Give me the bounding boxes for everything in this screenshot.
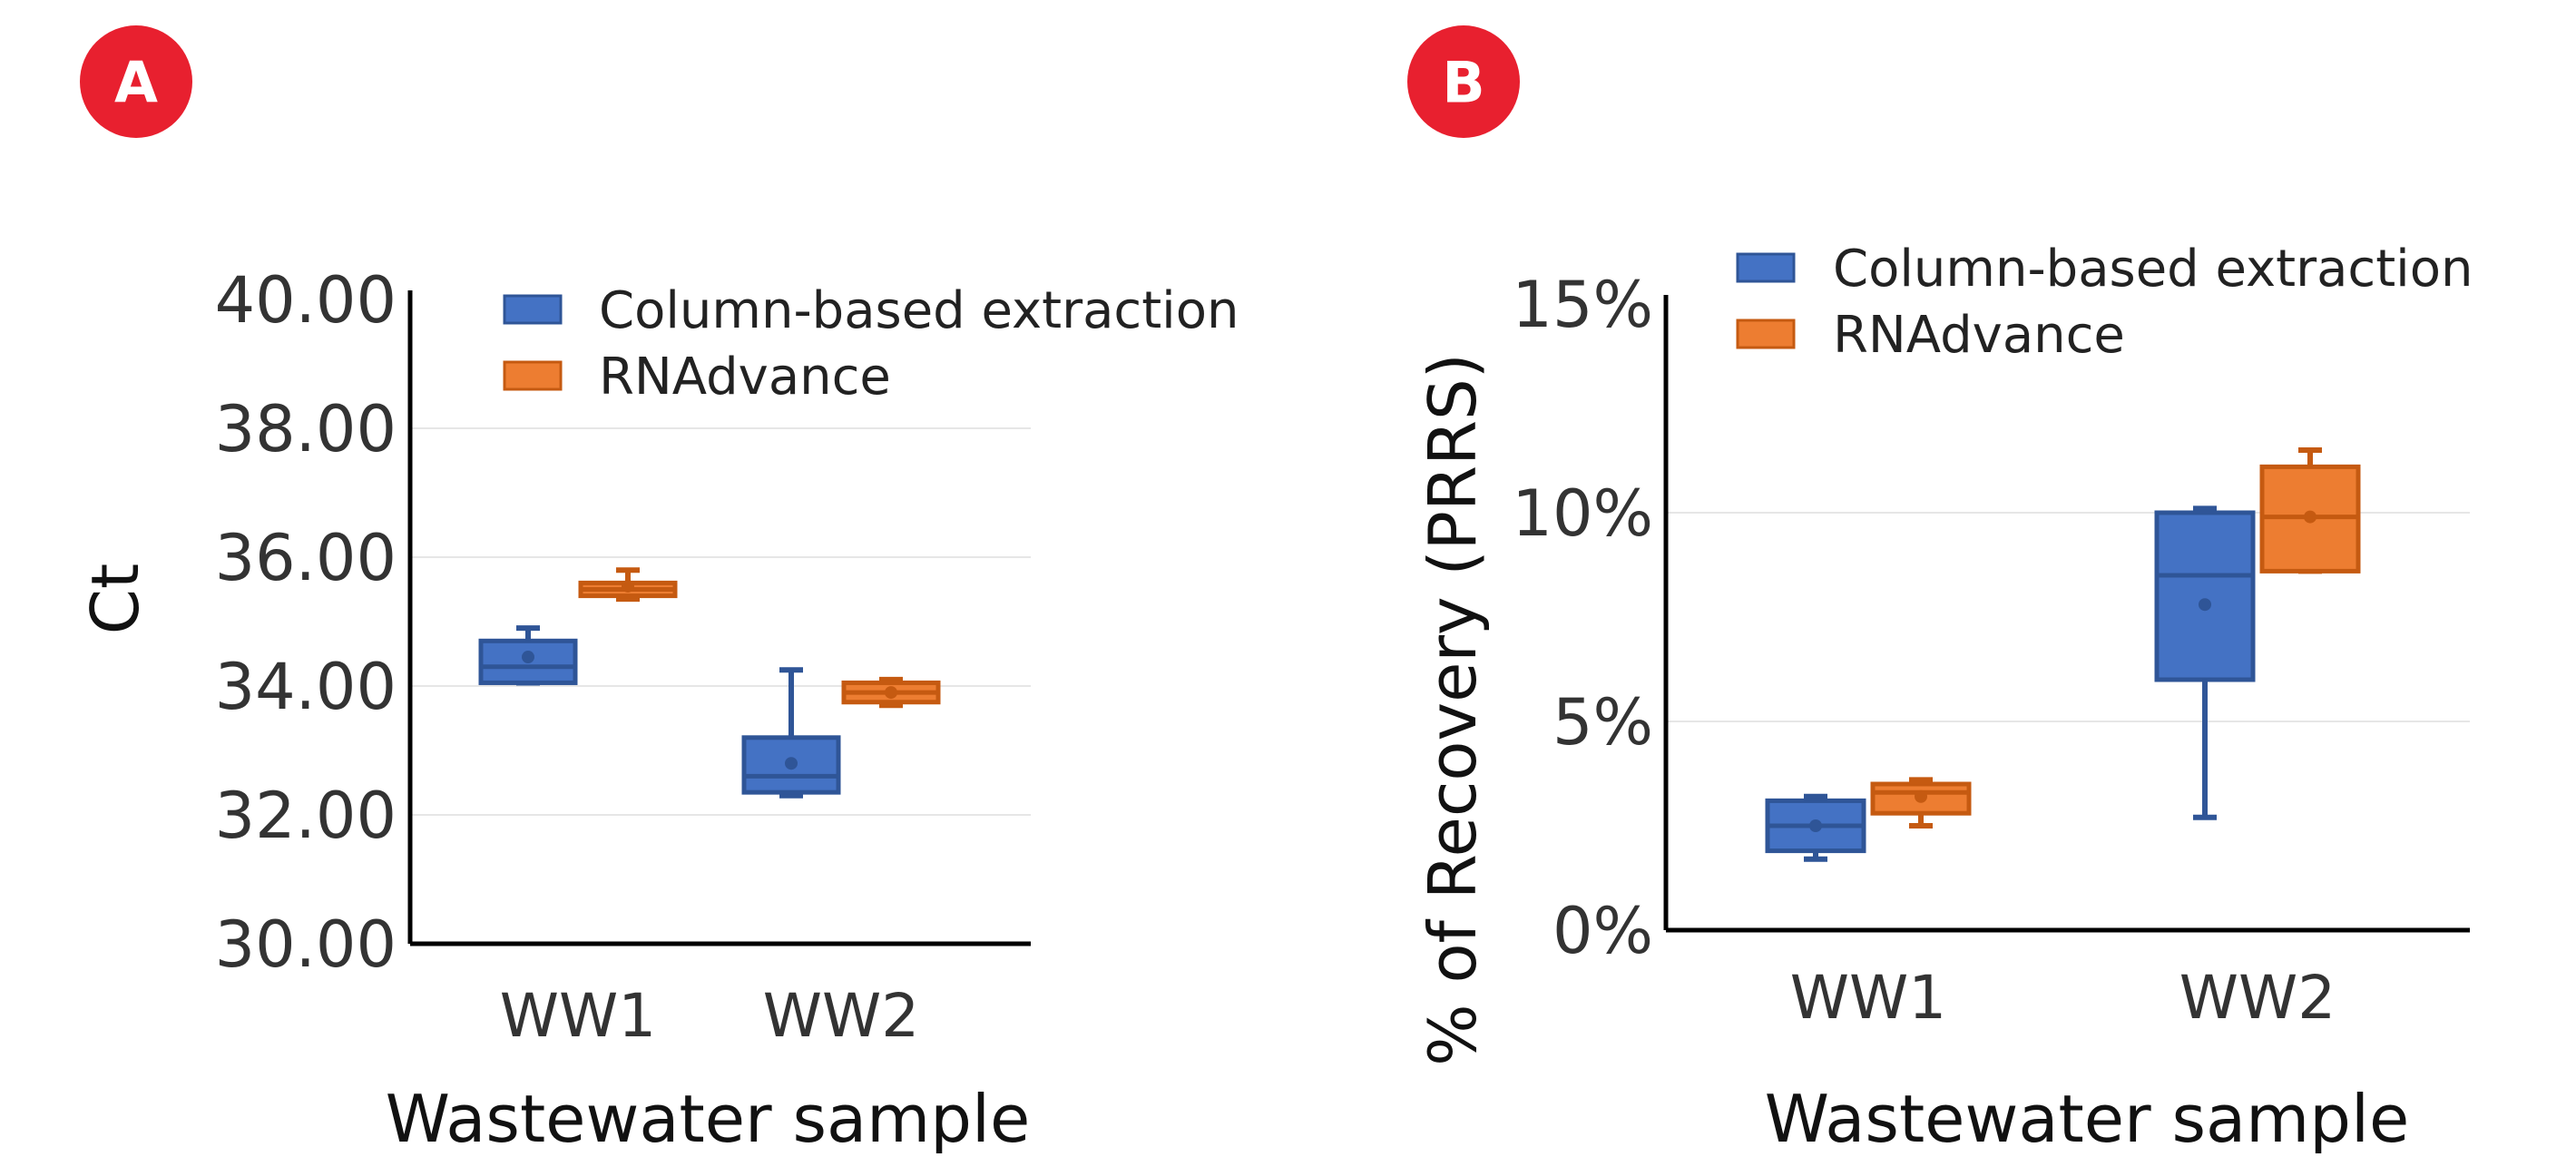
panel-badge-label: B [1442,49,1484,115]
y-tick-label: 15% [1512,268,1653,342]
y-tick-label: 0% [1552,894,1653,968]
x-tick-label: WW2 [2179,963,2336,1033]
y-tick-label: 40.00 [215,263,397,338]
y-tick-label: 10% [1512,476,1653,551]
box-rnadvance-ww1 [1870,777,1972,829]
mean-marker [785,757,798,770]
x-tick-label: WW1 [500,981,657,1051]
y-tick-label: 34.00 [215,650,397,724]
y-tick-label: 36.00 [215,521,397,595]
mean-marker [522,651,534,664]
box-column-ww1 [1765,793,1866,862]
legend-swatch [1736,252,1796,283]
box-rnadvance-ww2 [841,676,941,709]
mean-marker [2304,510,2316,524]
mean-marker [1915,789,1927,803]
panel-badge-label: A [114,49,158,115]
box-column-ww2 [2154,505,2256,820]
legend: Column-based extraction RNAdvance [503,281,1239,407]
legend-swatch [503,360,563,391]
mean-marker [622,579,634,593]
panel-badge [1407,25,1520,138]
y-tick-label: 38.00 [215,392,397,466]
legend: Column-based extraction RNAdvance [1736,240,2473,365]
mean-marker [1809,819,1822,832]
box-rnadvance-ww1 [578,567,678,603]
legend-label: Column-based extraction [599,281,1239,340]
mean-marker [2199,598,2211,612]
x-axis-title: Wastewater sample [386,1081,1031,1153]
y-tick-label: 32.00 [215,779,397,853]
y-axis-title: % of Recovery (PRRS) [1415,353,1491,1066]
legend-swatch [503,294,563,325]
y-tick-label: 5% [1552,685,1653,760]
legend-label: RNAdvance [1833,306,2125,365]
y-tick-label: 30.00 [215,907,397,982]
box-column-ww2 [741,667,841,799]
x-tick-label: WW1 [1790,963,1947,1033]
y-axis-title: Ct [77,564,153,635]
legend-label: RNAdvance [599,348,891,407]
legend-swatch [1736,319,1796,349]
panel-badge [80,25,192,138]
panel-a: A 30.00 32.00 34.00 36.00 38.00 40.00 WW1 WW2 Was… [77,25,1239,1157]
panel-b: B 0% 5% 10% 15% WW1 WW2 Wastewater sample % of R… [1407,25,2473,1157]
box-column-ww1 [478,625,578,686]
x-tick-label: WW2 [763,981,920,1051]
x-axis-title: Wastewater sample [1765,1081,2410,1153]
box [2154,510,2256,682]
mean-marker [885,686,897,700]
box-rnadvance-ww2 [2259,447,2361,574]
legend-label: Column-based extraction [1833,240,2473,299]
